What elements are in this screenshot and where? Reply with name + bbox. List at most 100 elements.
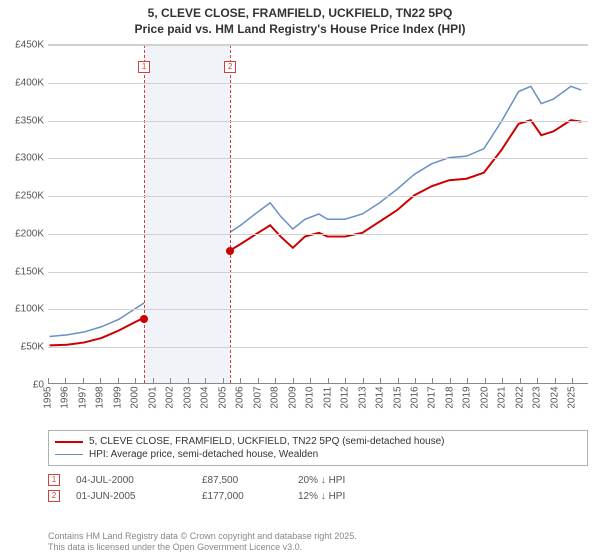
- x-axis-label: 2006: [235, 384, 246, 412]
- x-tick: [153, 378, 154, 383]
- gridline-h: [48, 45, 588, 46]
- x-tick: [363, 378, 364, 383]
- x-axis-label: 2019: [462, 384, 473, 412]
- x-axis-label: 2016: [409, 384, 420, 412]
- gridline-h: [48, 309, 588, 310]
- x-tick: [572, 378, 573, 383]
- x-tick: [258, 378, 259, 383]
- line-layer: [48, 45, 588, 383]
- x-axis-label: 2004: [200, 384, 211, 412]
- marker-box: 1: [138, 61, 150, 73]
- sale-diff: 12% ↓ HPI: [298, 491, 345, 502]
- gridline-h: [48, 83, 588, 84]
- x-axis-label: 1998: [95, 384, 106, 412]
- chart-area: £0£50K£100K£150K£200K£250K£300K£350K£400…: [48, 44, 588, 404]
- x-axis-label: 2007: [252, 384, 263, 412]
- x-tick: [100, 378, 101, 383]
- y-axis-label: £50K: [0, 342, 44, 353]
- sale-row: 201-JUN-2005£177,00012% ↓ HPI: [48, 488, 588, 504]
- marker-box: 2: [224, 61, 236, 73]
- x-axis-label: 2020: [479, 384, 490, 412]
- legend-swatch-hpi: [55, 454, 83, 455]
- x-axis-label: 1997: [77, 384, 88, 412]
- gridline-h: [48, 158, 588, 159]
- x-tick: [170, 378, 171, 383]
- gridline-h: [48, 272, 588, 273]
- sale-point-dot: [226, 247, 234, 255]
- sale-diff: 20% ↓ HPI: [298, 475, 345, 486]
- legend-row-hpi: HPI: Average price, semi-detached house,…: [55, 448, 581, 461]
- footer-attribution: Contains HM Land Registry data © Crown c…: [48, 531, 357, 554]
- x-axis-label: 2000: [130, 384, 141, 412]
- x-axis-label: 2025: [567, 384, 578, 412]
- x-axis-label: 2005: [217, 384, 228, 412]
- x-tick: [83, 378, 84, 383]
- y-axis-label: £100K: [0, 304, 44, 315]
- gridline-h: [48, 196, 588, 197]
- x-axis-label: 2013: [357, 384, 368, 412]
- x-tick: [48, 378, 49, 383]
- x-axis-label: 2021: [497, 384, 508, 412]
- x-tick: [450, 378, 451, 383]
- x-axis-label: 2015: [392, 384, 403, 412]
- x-tick: [467, 378, 468, 383]
- y-axis-label: £150K: [0, 266, 44, 277]
- sale-price: £177,000: [202, 491, 282, 502]
- highlight-line: [230, 45, 231, 383]
- x-axis-label: 2002: [165, 384, 176, 412]
- x-tick: [485, 378, 486, 383]
- y-axis-label: £300K: [0, 153, 44, 164]
- gridline-h: [48, 347, 588, 348]
- x-tick: [555, 378, 556, 383]
- x-axis-label: 2003: [182, 384, 193, 412]
- sales-rows: 104-JUL-2000£87,50020% ↓ HPI201-JUN-2005…: [48, 472, 588, 504]
- footer-line2: This data is licensed under the Open Gov…: [48, 542, 357, 554]
- sale-price: £87,500: [202, 475, 282, 486]
- x-tick: [188, 378, 189, 383]
- sale-row: 104-JUL-2000£87,50020% ↓ HPI: [48, 472, 588, 488]
- x-tick: [520, 378, 521, 383]
- y-axis-label: £450K: [0, 40, 44, 51]
- x-axis-label: 1999: [112, 384, 123, 412]
- x-tick: [502, 378, 503, 383]
- y-axis-label: £0: [0, 380, 44, 391]
- legend-and-sales: 5, CLEVE CLOSE, FRAMFIELD, UCKFIELD, TN2…: [48, 430, 588, 504]
- x-tick: [537, 378, 538, 383]
- legend-label-price-paid: 5, CLEVE CLOSE, FRAMFIELD, UCKFIELD, TN2…: [89, 436, 445, 447]
- gridline-h: [48, 234, 588, 235]
- y-axis-label: £200K: [0, 228, 44, 239]
- x-axis-label: 2008: [270, 384, 281, 412]
- highlight-band: [144, 45, 230, 383]
- y-axis-label: £400K: [0, 77, 44, 88]
- x-tick: [65, 378, 66, 383]
- legend-swatch-price-paid: [55, 441, 83, 443]
- x-axis-label: 2010: [305, 384, 316, 412]
- x-axis-label: 2009: [287, 384, 298, 412]
- x-tick: [205, 378, 206, 383]
- legend-label-hpi: HPI: Average price, semi-detached house,…: [89, 449, 318, 460]
- x-axis-label: 2011: [322, 384, 333, 412]
- x-tick: [240, 378, 241, 383]
- footer-line1: Contains HM Land Registry data © Crown c…: [48, 531, 357, 543]
- legend: 5, CLEVE CLOSE, FRAMFIELD, UCKFIELD, TN2…: [48, 430, 588, 466]
- x-axis-label: 2017: [427, 384, 438, 412]
- x-tick: [415, 378, 416, 383]
- x-tick: [328, 378, 329, 383]
- x-axis-label: 1995: [43, 384, 54, 412]
- x-axis-label: 2001: [147, 384, 158, 412]
- highlight-line: [144, 45, 145, 383]
- x-tick: [310, 378, 311, 383]
- x-tick: [432, 378, 433, 383]
- sale-idx: 2: [48, 490, 60, 502]
- title-line1: 5, CLEVE CLOSE, FRAMFIELD, UCKFIELD, TN2…: [0, 6, 600, 22]
- x-tick: [223, 378, 224, 383]
- x-tick: [118, 378, 119, 383]
- x-axis-label: 2022: [514, 384, 525, 412]
- chart-title: 5, CLEVE CLOSE, FRAMFIELD, UCKFIELD, TN2…: [0, 0, 600, 37]
- x-tick: [398, 378, 399, 383]
- x-axis-label: 2014: [375, 384, 386, 412]
- x-tick: [293, 378, 294, 383]
- x-tick: [275, 378, 276, 383]
- x-tick: [345, 378, 346, 383]
- title-line2: Price paid vs. HM Land Registry's House …: [0, 22, 600, 38]
